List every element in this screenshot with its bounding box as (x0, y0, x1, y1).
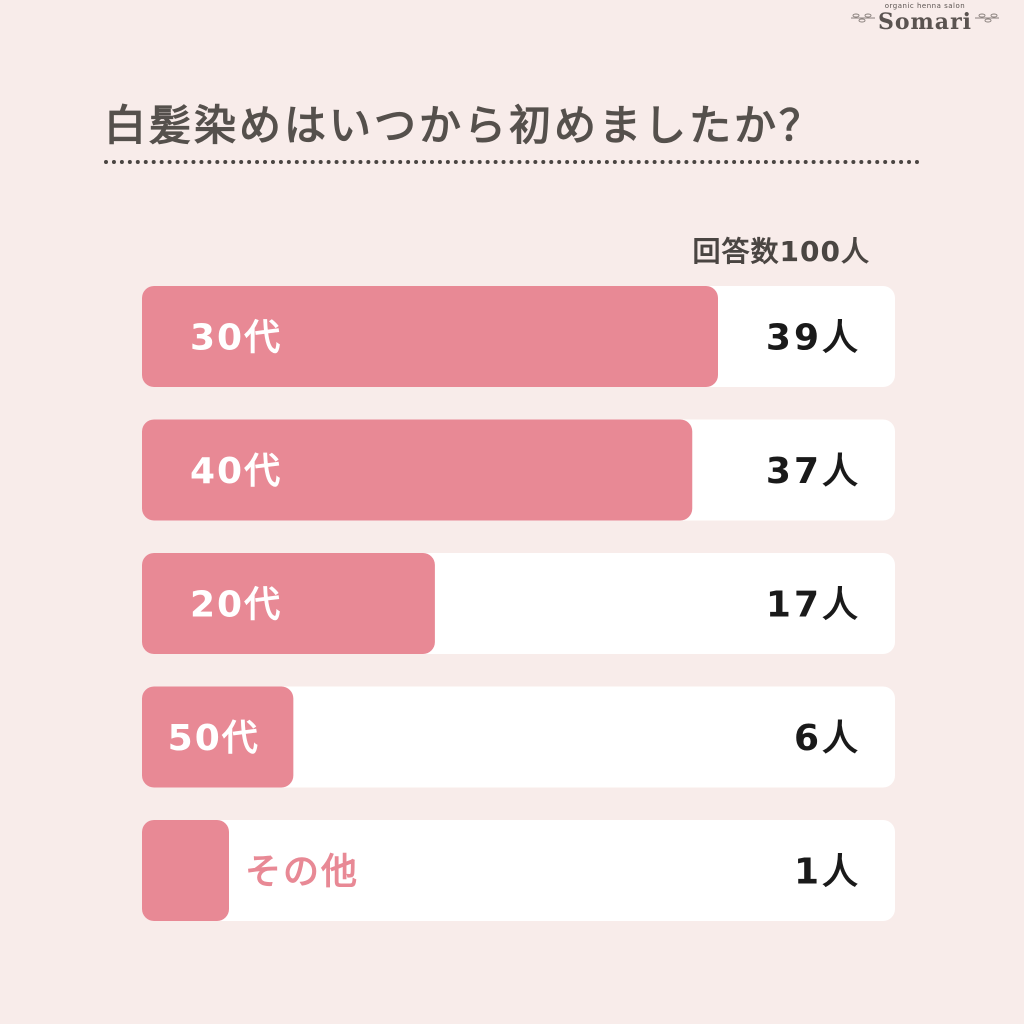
title-dotted-underline (104, 160, 920, 164)
category-label: 50代 (168, 718, 260, 759)
value-label: 1人 (794, 852, 861, 893)
bar-row: 30代 39人 (142, 286, 895, 387)
brand-tagline: organic henna salon (884, 2, 966, 10)
brand-name: Somari (877, 9, 973, 35)
bar-track (142, 686, 895, 788)
bar (142, 286, 718, 387)
leaf-sprig-icon (975, 13, 999, 23)
value-label: 39人 (766, 318, 861, 359)
leaf-sprig-icon (851, 13, 875, 23)
bar (142, 553, 435, 654)
brand-logo: organic henna salon Somari (850, 2, 1000, 38)
value-label: 6人 (794, 718, 861, 759)
chart-title: 白髪染めはいつから初めましたか？ (104, 101, 825, 150)
bar-row: 40代 37人 (142, 419, 895, 521)
bar-row: 20代 17人 (142, 553, 895, 654)
bar-row: その他 1人 (142, 820, 895, 921)
category-label: 20代 (190, 585, 282, 626)
value-label: 37人 (766, 451, 861, 492)
bar-row: 50代 6人 (142, 686, 895, 788)
bar-track (142, 820, 895, 921)
category-label: 30代 (190, 318, 282, 359)
bar (142, 686, 294, 788)
bar (142, 419, 693, 521)
bar (142, 820, 229, 921)
respondents-count: 回答数100人 (692, 235, 870, 268)
value-label: 17人 (766, 585, 861, 626)
category-label: 40代 (190, 451, 282, 492)
category-label: その他 (245, 852, 359, 893)
